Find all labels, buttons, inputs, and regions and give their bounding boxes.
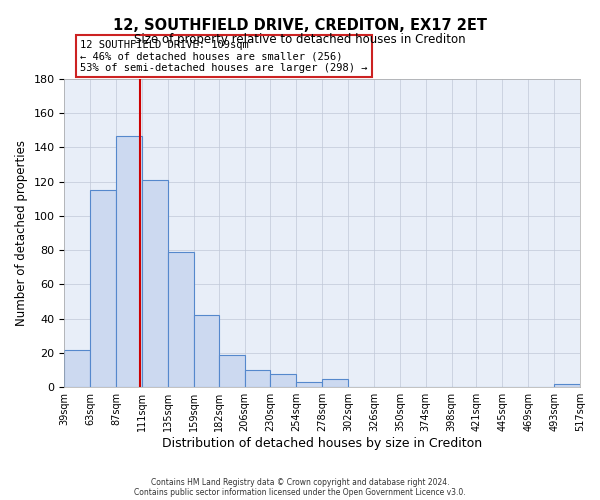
Text: Contains HM Land Registry data © Crown copyright and database right 2024.: Contains HM Land Registry data © Crown c… [151,478,449,487]
Bar [218,354,245,387]
Bar [142,180,168,387]
Y-axis label: Number of detached properties: Number of detached properties [15,140,28,326]
Bar [554,384,580,387]
Bar [322,378,348,387]
Bar [296,382,322,387]
Text: 12, SOUTHFIELD DRIVE, CREDITON, EX17 2ET: 12, SOUTHFIELD DRIVE, CREDITON, EX17 2ET [113,18,487,32]
Bar [194,316,218,387]
Text: 12 SOUTHFIELD DRIVE: 109sqm
← 46% of detached houses are smaller (256)
53% of se: 12 SOUTHFIELD DRIVE: 109sqm ← 46% of det… [80,40,367,73]
Bar [245,370,271,387]
Bar [271,374,296,387]
Bar [64,350,90,387]
Text: Contains public sector information licensed under the Open Government Licence v3: Contains public sector information licen… [134,488,466,497]
X-axis label: Distribution of detached houses by size in Crediton: Distribution of detached houses by size … [162,437,482,450]
Bar [168,252,194,387]
Bar [90,190,116,387]
Bar [116,136,142,387]
Text: Size of property relative to detached houses in Crediton: Size of property relative to detached ho… [134,32,466,46]
